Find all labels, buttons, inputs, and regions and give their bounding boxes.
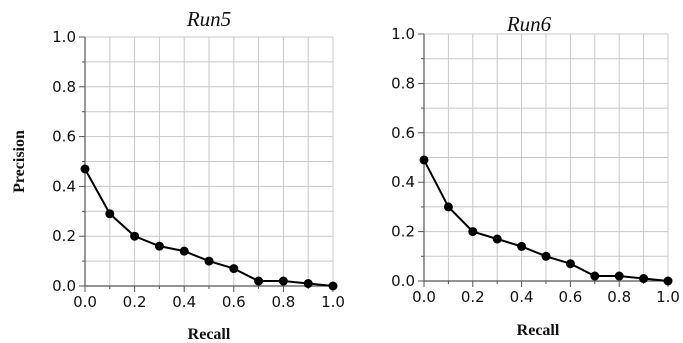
x-tick-label: 0.8: [271, 293, 295, 311]
x-tick-label: 0.8: [607, 288, 631, 306]
y-tick-label: 0.8: [52, 78, 76, 96]
grid-run6: [423, 33, 669, 282]
data-point: [639, 274, 649, 284]
data-point: [80, 164, 90, 174]
y-tick-label: 0.4: [52, 177, 76, 195]
x-tick-label: 0.0: [412, 288, 436, 306]
y-tick-label: 0.2: [52, 227, 76, 245]
x-tick-label: 1.0: [656, 288, 680, 306]
x-tick-label: 1.0: [321, 293, 345, 311]
chart-title: Run6: [506, 12, 552, 36]
data-point: [303, 279, 313, 289]
chart-run6: 0.0 0.2 0.4 0.6 0.8 1.0 0.0 0.2 0.4 0.6 0.8 1.0 Run…: [391, 12, 680, 339]
y-tick-label: 0.6: [52, 128, 76, 146]
data-point: [328, 281, 338, 291]
y-tick-label: 0.0: [52, 277, 76, 295]
y-tick-label: 0.8: [391, 74, 415, 92]
x-tick-label: 0.4: [172, 293, 196, 311]
data-point: [254, 276, 264, 286]
data-point: [443, 202, 453, 212]
data-point: [278, 276, 288, 286]
x-tick-label: 0.0: [73, 293, 97, 311]
x-tick-label: 0.6: [558, 288, 582, 306]
data-point: [419, 155, 429, 165]
data-point: [105, 209, 115, 219]
data-point: [468, 227, 478, 237]
marks-run6: [419, 155, 673, 286]
ticks-run5: 0.0 0.2 0.4 0.6 0.8 1.0 0.0 0.2 0.4 0.6 0.8 1.0: [52, 28, 345, 311]
grid-run5: [84, 36, 334, 287]
y-tick-label: 0.0: [391, 272, 415, 290]
data-point: [565, 259, 575, 269]
data-point: [614, 271, 624, 281]
data-point: [204, 256, 214, 266]
y-tick-label: 1.0: [391, 25, 415, 43]
ticks-run6: 0.0 0.2 0.4 0.6 0.8 1.0 0.0 0.2 0.4 0.6 0.8 1.0: [391, 25, 680, 306]
data-point: [590, 271, 600, 281]
y-tick-label: 0.4: [391, 173, 415, 191]
marks-run5: [80, 164, 338, 291]
data-point: [229, 264, 239, 274]
x-tick-label: 0.2: [123, 293, 147, 311]
chart-title: Run5: [186, 7, 231, 31]
y-axis-label: Precision: [11, 130, 28, 193]
x-tick-label: 0.4: [510, 288, 534, 306]
data-point: [492, 234, 502, 244]
data-point: [663, 276, 673, 286]
data-point: [517, 241, 527, 251]
chart-run5: 0.0 0.2 0.4 0.6 0.8 1.0 0.0 0.2 0.4 0.6 0.8 1.0 Run…: [11, 7, 345, 343]
data-point: [154, 241, 164, 251]
y-tick-label: 0.6: [391, 124, 415, 142]
data-point: [179, 246, 189, 256]
x-axis-label: Recall: [517, 322, 560, 339]
y-tick-label: 1.0: [52, 28, 76, 46]
x-tick-label: 0.2: [461, 288, 485, 306]
y-tick-label: 0.2: [391, 223, 415, 241]
x-tick-label: 0.6: [222, 293, 246, 311]
data-point: [130, 231, 140, 241]
x-axis-label: Recall: [188, 326, 231, 343]
data-point: [541, 251, 551, 261]
